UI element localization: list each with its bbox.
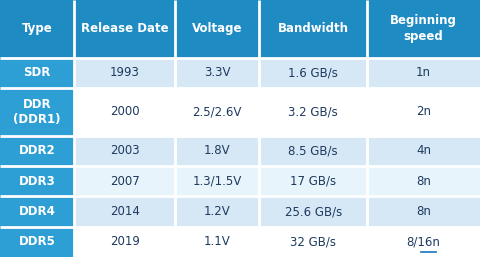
Text: 1.3/1.5V: 1.3/1.5V [192, 175, 242, 188]
Text: DDR4: DDR4 [19, 205, 56, 218]
Text: 2.5/2.6V: 2.5/2.6V [192, 105, 242, 118]
Bar [367, 166, 480, 196]
Bar [367, 58, 480, 88]
Bar [175, 166, 259, 196]
Text: Beginning
speed: Beginning speed [390, 14, 457, 43]
Bar [367, 136, 480, 166]
Text: Voltage: Voltage [192, 22, 242, 35]
Bar [367, 88, 480, 136]
Text: DDR5: DDR5 [19, 235, 56, 248]
Text: 8/16n: 8/16n [407, 235, 441, 248]
Text: 2000: 2000 [110, 105, 140, 118]
Bar [259, 0, 367, 58]
Bar [74, 196, 175, 227]
Text: Type: Type [22, 22, 53, 35]
Bar [259, 88, 367, 136]
Bar [0, 88, 74, 136]
Bar [0, 196, 74, 227]
Bar [259, 196, 367, 227]
Bar [367, 196, 480, 227]
Text: 2014: 2014 [110, 205, 140, 218]
Bar [259, 227, 367, 257]
Text: 2003: 2003 [110, 144, 140, 157]
Text: 2019: 2019 [110, 235, 140, 248]
Text: 1.2V: 1.2V [204, 205, 230, 218]
Text: 4n: 4n [416, 144, 431, 157]
Bar [259, 58, 367, 88]
Bar [175, 88, 259, 136]
Text: 1993: 1993 [110, 67, 140, 79]
Bar [0, 166, 74, 196]
Bar [74, 0, 175, 58]
Bar [0, 136, 74, 166]
Bar [367, 0, 480, 58]
Bar [74, 227, 175, 257]
Bar [367, 227, 480, 257]
Text: DDR3: DDR3 [19, 175, 56, 188]
Bar [74, 58, 175, 88]
Text: 8.5 GB/s: 8.5 GB/s [288, 144, 338, 157]
Text: 3.3V: 3.3V [204, 67, 230, 79]
Text: 1n: 1n [416, 67, 431, 79]
Bar [175, 196, 259, 227]
Bar [74, 166, 175, 196]
Text: 2007: 2007 [110, 175, 140, 188]
Text: 25.6 GB/s: 25.6 GB/s [285, 205, 342, 218]
Text: 1.1V: 1.1V [204, 235, 230, 248]
Bar [0, 58, 74, 88]
Text: 3.2 GB/s: 3.2 GB/s [288, 105, 338, 118]
Text: Release Date: Release Date [81, 22, 168, 35]
Text: 1.8V: 1.8V [204, 144, 230, 157]
Text: Bandwidth: Bandwidth [278, 22, 348, 35]
Bar [175, 0, 259, 58]
Text: 32 GB/s: 32 GB/s [290, 235, 336, 248]
Bar [259, 166, 367, 196]
Bar [74, 136, 175, 166]
Bar [175, 58, 259, 88]
Bar [74, 88, 175, 136]
Bar [175, 227, 259, 257]
Text: DDR
(DDR1): DDR (DDR1) [13, 98, 61, 126]
Bar [0, 0, 74, 58]
Bar [0, 227, 74, 257]
Text: DDR2: DDR2 [19, 144, 56, 157]
Bar [259, 136, 367, 166]
Text: 1.6 GB/s: 1.6 GB/s [288, 67, 338, 79]
Text: SDR: SDR [24, 67, 51, 79]
Text: 17 GB/s: 17 GB/s [290, 175, 336, 188]
Bar [175, 136, 259, 166]
Text: 8n: 8n [416, 205, 431, 218]
Text: 2n: 2n [416, 105, 431, 118]
Text: 8n: 8n [416, 175, 431, 188]
